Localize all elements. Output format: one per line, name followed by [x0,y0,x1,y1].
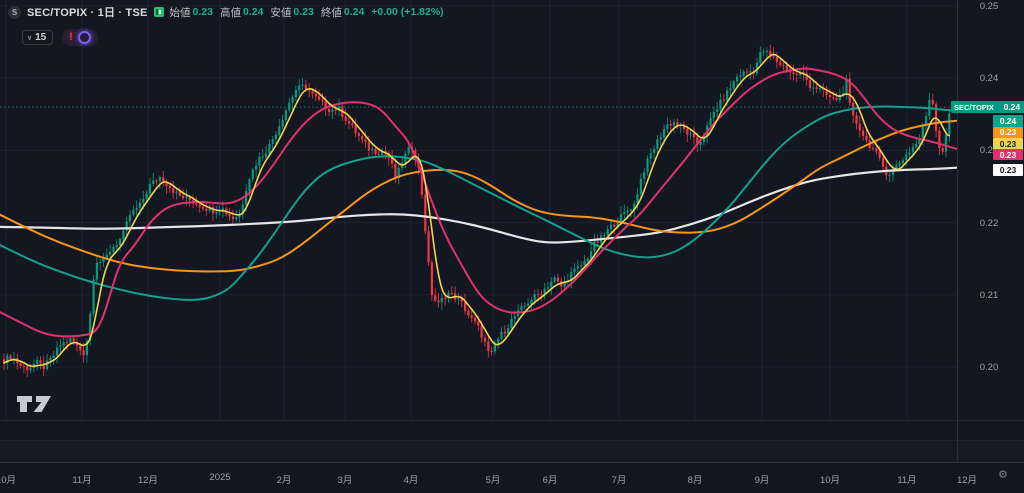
tradingview-logo[interactable] [16,394,70,414]
time-tick-6月: 6月 [542,475,558,486]
time-tick-8月: 8月 [687,475,703,486]
ohlc-value-3: 0.24 [343,6,365,18]
gear-icon[interactable]: ⚙ [998,469,1008,481]
ohlc-value-1: 0.24 [242,6,264,18]
time-tick-4月: 4月 [403,475,419,486]
price-tick-0.21: 0.21 [979,289,999,301]
ma-value-label-4: 0.23 [993,164,1023,176]
ma-200-white [0,166,957,244]
change-readout: +0.00 (+1.82%) [371,6,444,18]
alert-exclamation-icon[interactable]: ! [69,31,73,43]
ohlc-value-2: 0.23 [293,6,314,18]
ma-mid-teal [0,105,957,301]
time-tick-11月: 11月 [72,475,92,486]
time-tick-7月: 7月 [611,475,627,486]
ohlc-label-0: 始値 [169,6,191,19]
time-tick-10月: 10月 [819,475,841,486]
ma-value-label-0: 0.24 [993,115,1023,127]
time-tick-5月: 5月 [485,475,501,486]
price-tick-0.20: 0.20 [979,362,999,373]
chart-legend: S SEC/TOPIX · 1日 · TSE 始値 0.23 高値 0.24 安値 0.2… [8,5,444,46]
symbol-logo: S [8,5,21,19]
ohlc-label-2: 安値 [270,6,292,19]
time-tick-12月: 12月 [956,475,978,486]
symbol-logo-letter: S [11,7,18,17]
ma-fastest-yellow [3,53,951,368]
time-tick-2025: 2025 [209,472,231,483]
last-price-label: SEC/TOPIX 0.24 [951,101,1024,113]
legend-title-row: S SEC/TOPIX · 1日 · TSE 始値 0.23 高値 0.24 安値 0.2… [8,5,444,19]
time-tick-12月: 12月 [137,475,159,486]
time-tick-3月: 3月 [337,475,353,486]
price-chart-pane[interactable] [0,0,957,420]
interval-button[interactable]: ∨ 15 [22,30,54,45]
pane-separator-strip[interactable] [0,440,1024,463]
price-tick-0.25: 0.25 [979,1,999,12]
price-tick-0.23: 0.23 [979,145,999,157]
ohlc-label-1: 高値 [219,6,241,19]
ma-value-label-1: 0.23 [993,126,1023,139]
ma-value-label-2: 0.23 [993,138,1023,150]
ma-slow-orange [0,119,957,273]
interval-label: 15 [35,32,47,43]
ma-value-label-3: 0.23 [993,148,1023,161]
time-axis[interactable]: ⚙ 10月 11月 12月 2025 2月 3月 4月 5月 6月 7月 8月 9月 10月 11月 12月 [0,462,1024,493]
ohlc-label-3: 終値 [320,6,342,19]
price-tick-0.22: 0.22 [979,217,999,229]
legend-toolbar-row: ∨ 15 ! [22,29,444,46]
ohlc-value-0: 0.23 [192,6,213,18]
time-tick-9月: 9月 [754,475,770,486]
last-price-value: 0.24 [996,101,1024,113]
ma-fast-pink [0,67,957,338]
time-tick-2月: 2月 [276,475,292,486]
alert-status-pill[interactable]: ! [62,29,98,46]
symbol-title[interactable]: SEC/TOPIX · 1日 · TSE [27,7,148,19]
ohlc-readout: 始値 0.23 高値 0.24 安値 0.23 終値 0.24 +0.00 (+1.82%) [170,5,444,20]
time-tick-11月: 11月 [897,475,917,486]
price-tick-0.24: 0.24 [979,73,999,85]
chevron-down-icon: ∨ [27,34,33,42]
pane-controls-row: ∨ [0,420,1024,441]
price-axis[interactable]: SEC/TOPIX 0.24 0.25 0.24 0.23 0.22 0.21 0.20 0… [951,0,1024,462]
sync-ring-icon[interactable] [77,31,91,44]
last-price-symbol-tag: SEC/TOPIX [951,101,997,113]
time-tick-10月: 10月 [0,475,17,486]
chart-type-candles-icon[interactable] [153,7,164,17]
